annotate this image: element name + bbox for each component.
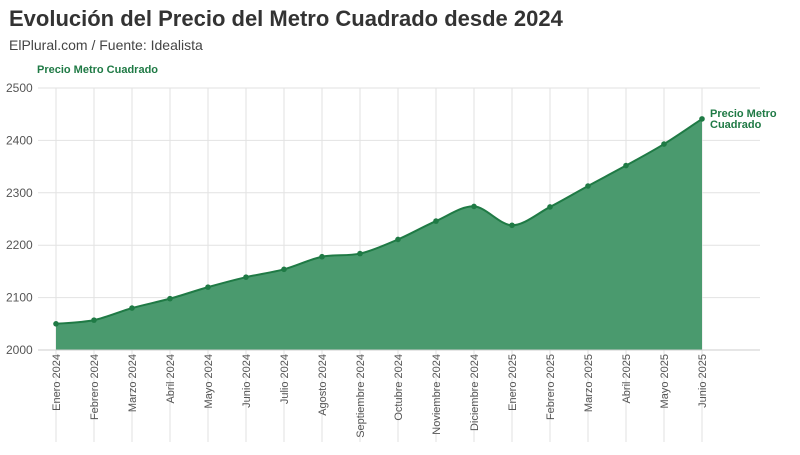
data-point (433, 218, 439, 224)
data-point (205, 284, 211, 290)
x-tick-label: Octubre 2024 (393, 354, 405, 421)
x-tick-label: Septiembre 2024 (355, 354, 367, 438)
series-end-label: Precio Metro Cuadrado (710, 108, 777, 131)
data-point (395, 236, 401, 243)
x-tick-label: Abril 2025 (621, 354, 633, 404)
data-point (699, 116, 705, 122)
y-axis-label: Precio Metro Cuadrado (37, 64, 158, 76)
x-tick-label: Enero 2025 (507, 354, 519, 411)
x-tick-label: Febrero 2025 (545, 354, 557, 420)
y-tick-label: 2100 (6, 291, 33, 305)
x-tick-label: Marzo 2024 (127, 354, 139, 412)
x-tick-label: Agosto 2024 (317, 354, 329, 416)
x-tick-label: Junio 2025 (697, 354, 709, 408)
x-tick-label: Marzo 2025 (583, 354, 595, 412)
data-point (129, 305, 135, 311)
series-area (56, 118, 702, 350)
x-tick-label: Julio 2024 (279, 354, 291, 404)
x-tick-label: Diciembre 2024 (469, 354, 481, 431)
data-point (585, 183, 591, 189)
y-tick-label: 2200 (6, 238, 33, 252)
data-point (357, 250, 363, 257)
x-tick-label: Mayo 2025 (659, 354, 671, 408)
data-point (547, 204, 553, 210)
data-point (91, 317, 97, 323)
y-tick-label: 2000 (6, 343, 33, 357)
y-tick-label: 2300 (6, 186, 33, 200)
data-point (623, 162, 629, 169)
x-tick-label: Noviembre 2024 (431, 354, 443, 435)
chart-subtitle: ElPlural.com / Fuente: Idealista (9, 37, 203, 53)
chart-title: Evolución del Precio del Metro Cuadrado … (9, 6, 563, 31)
data-point (319, 253, 325, 260)
data-point (243, 274, 249, 280)
x-tick-label: Febrero 2024 (89, 354, 101, 420)
data-point (509, 222, 515, 229)
x-tick-label: Enero 2024 (51, 354, 63, 411)
series-line (55, 118, 703, 325)
y-tick-label: 2400 (6, 133, 33, 147)
x-tick-label: Abril 2024 (165, 354, 177, 404)
data-point (281, 266, 287, 273)
x-tick-label: Junio 2024 (241, 354, 253, 408)
y-tick-label: 2500 (6, 81, 33, 95)
data-point (471, 203, 477, 210)
x-tick-label: Mayo 2024 (203, 354, 215, 408)
data-point (167, 295, 173, 302)
data-point (53, 321, 59, 327)
data-point (661, 141, 667, 147)
